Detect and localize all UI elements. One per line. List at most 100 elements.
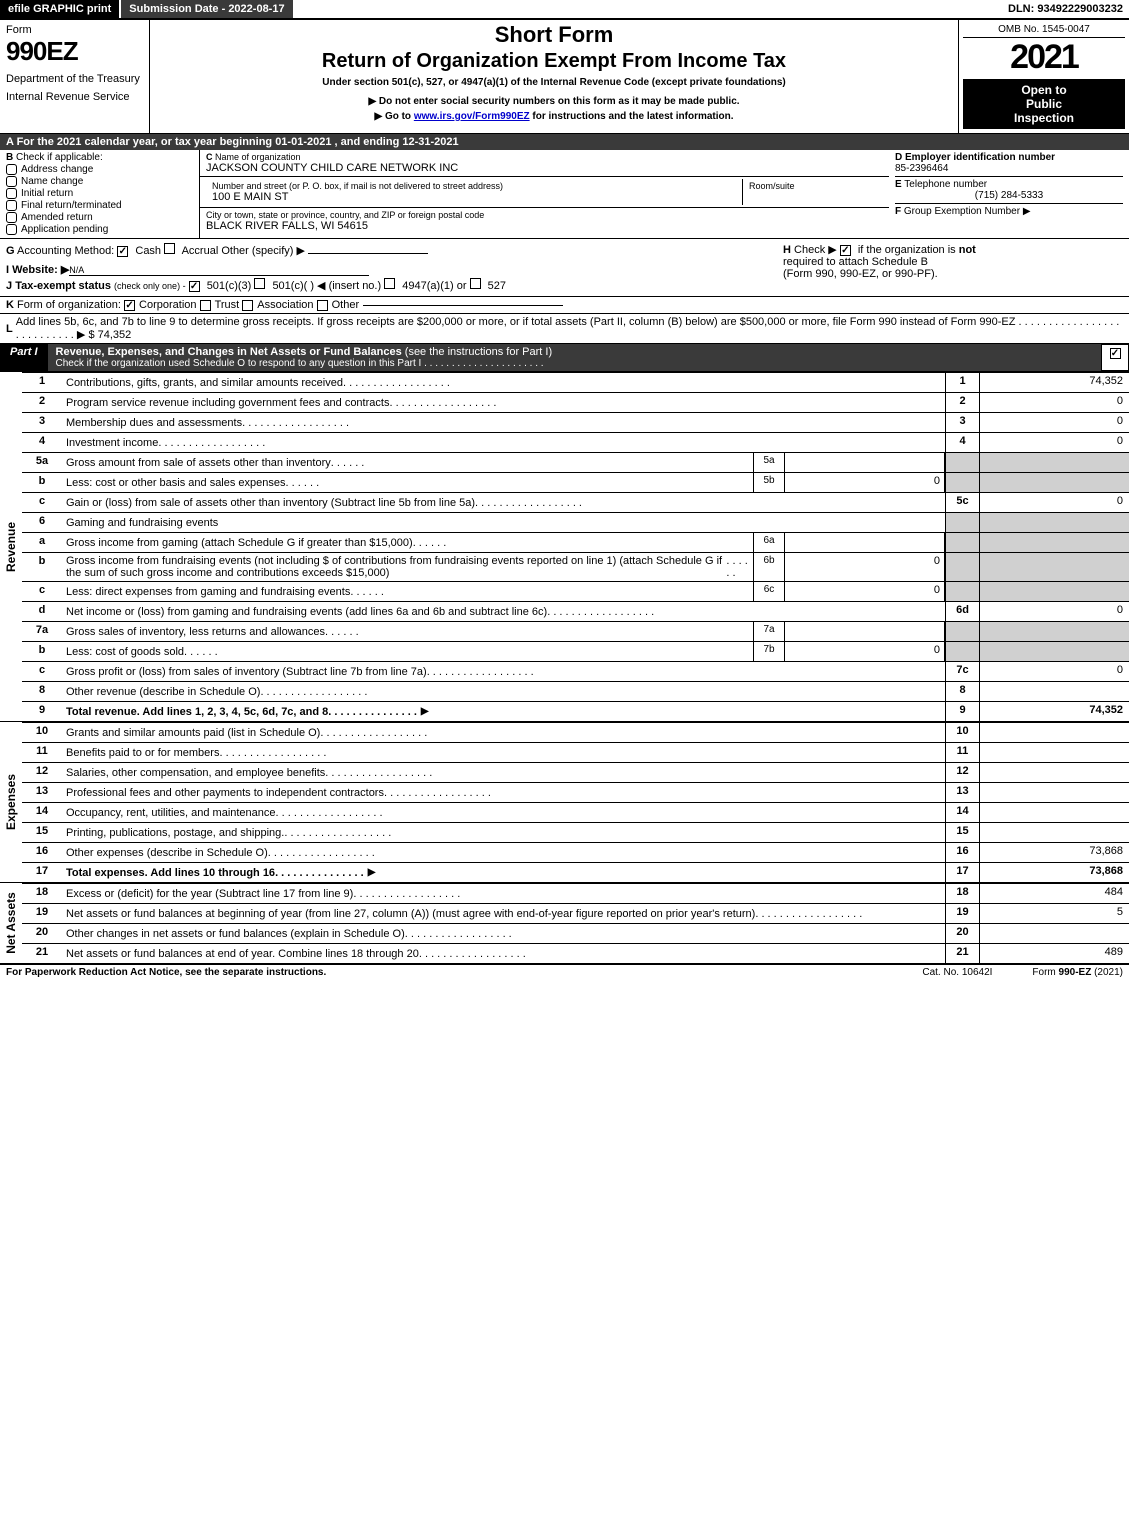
chk-final-return[interactable] — [6, 200, 17, 211]
line-number: 1 — [22, 373, 62, 392]
table-row: 2Program service revenue including gover… — [22, 392, 1129, 412]
amount-cell — [979, 924, 1129, 943]
street-value: 100 E MAIN ST — [212, 191, 736, 203]
tax-year: 2021 — [963, 38, 1125, 77]
submission-date-button[interactable]: Submission Date - 2022-08-17 — [121, 0, 292, 18]
table-row: bGross income from fundraising events (n… — [22, 552, 1129, 581]
chk-application-pending[interactable] — [6, 224, 17, 235]
line-number: 8 — [22, 682, 62, 701]
line-number: d — [22, 602, 62, 621]
footer-form-post: (2021) — [1091, 967, 1123, 978]
line-description: Professional fees and other payments to … — [62, 783, 945, 802]
chk-address-change[interactable] — [6, 164, 17, 175]
chk-initial-return[interactable] — [6, 188, 17, 199]
line-number: 11 — [22, 743, 62, 762]
amount-cell-shaded — [979, 513, 1129, 532]
sub-line-ref: 7a — [753, 622, 785, 641]
amount-cell: 489 — [979, 944, 1129, 963]
table-row: 12Salaries, other compensation, and empl… — [22, 762, 1129, 782]
i-text: Website: ▶ — [12, 264, 69, 276]
chk-trust[interactable] — [200, 300, 211, 311]
city-label: City or town, state or province, country… — [206, 210, 883, 220]
footer-form-num: 990-EZ — [1059, 967, 1092, 978]
ref-cell: 9 — [945, 702, 979, 721]
sub-line-value: 0 — [785, 642, 945, 661]
table-row: bLess: cost or other basis and sales exp… — [22, 472, 1129, 492]
amount-cell — [979, 763, 1129, 782]
ref-cell-shaded — [945, 582, 979, 601]
dept-treasury: Department of the Treasury — [6, 73, 143, 85]
b-sublabel: Check if applicable: — [16, 152, 103, 163]
k-label: K — [6, 299, 14, 311]
revenue-section: Revenue 1Contributions, gifts, grants, a… — [0, 371, 1129, 721]
section-b-row: B Check if applicable: Address change Na… — [0, 150, 1129, 239]
line-description: Occupancy, rent, utilities, and maintena… — [62, 803, 945, 822]
ref-cell-shaded — [945, 453, 979, 472]
goto-prefix: ▶ Go to — [374, 111, 413, 122]
irs-link[interactable]: www.irs.gov/Form990EZ — [414, 111, 530, 122]
ref-cell: 6d — [945, 602, 979, 621]
header-center-col: Short Form Return of Organization Exempt… — [150, 20, 959, 133]
title-short-form: Short Form — [156, 22, 952, 48]
lbl-other-org: Other — [332, 299, 360, 311]
table-row: 18Excess or (deficit) for the year (Subt… — [22, 883, 1129, 903]
arrow-icon: ▶ — [421, 706, 429, 717]
other-org-input[interactable] — [363, 305, 563, 306]
line-description: Gross income from gaming (attach Schedul… — [62, 533, 753, 552]
amount-cell-shaded — [979, 533, 1129, 552]
header-left-col: Form 990EZ Department of the Treasury In… — [0, 20, 150, 133]
chk-501c[interactable] — [254, 278, 265, 289]
open-public-box: Open to Public Inspection — [963, 79, 1125, 129]
table-row: 6Gaming and fundraising events — [22, 512, 1129, 532]
sub-line-ref: 7b — [753, 642, 785, 661]
ref-cell: 18 — [945, 884, 979, 903]
sub-line-value: 0 — [785, 473, 945, 492]
chk-name-change[interactable] — [6, 176, 17, 187]
lbl-initial-return: Initial return — [21, 188, 73, 199]
line-description: Printing, publications, postage, and shi… — [62, 823, 945, 842]
ein-value: 85-2396464 — [895, 163, 1123, 174]
line-description: Less: cost or other basis and sales expe… — [62, 473, 753, 492]
line-number: 18 — [22, 884, 62, 903]
amount-cell — [979, 803, 1129, 822]
chk-schedule-b[interactable] — [840, 245, 851, 256]
ref-cell: 19 — [945, 904, 979, 923]
phone-value: (715) 284-5333 — [895, 190, 1123, 201]
line-description: Other changes in net assets or fund bala… — [62, 924, 945, 943]
h-not: not — [959, 244, 976, 256]
chk-cash[interactable] — [117, 246, 128, 257]
h-text4: (Form 990, 990-EZ, or 990-PF). — [783, 268, 1123, 280]
other-method-input[interactable] — [308, 253, 428, 254]
chk-527[interactable] — [470, 278, 481, 289]
lbl-accrual: Accrual — [182, 245, 219, 257]
lbl-address-change: Address change — [21, 164, 93, 175]
chk-amended-return[interactable] — [6, 212, 17, 223]
chk-other-org[interactable] — [317, 300, 328, 311]
ref-cell: 14 — [945, 803, 979, 822]
open-line1: Open to — [967, 83, 1121, 97]
org-name: JACKSON COUNTY CHILD CARE NETWORK INC — [206, 162, 883, 174]
sub-line-value: 0 — [785, 582, 945, 601]
h-text3: required to attach Schedule B — [783, 256, 1123, 268]
chk-4947[interactable] — [384, 278, 395, 289]
amount-cell-shaded — [979, 473, 1129, 492]
lbl-trust: Trust — [215, 299, 240, 311]
line-number: 17 — [22, 863, 62, 882]
table-row: cLess: direct expenses from gaming and f… — [22, 581, 1129, 601]
page-footer: For Paperwork Reduction Act Notice, see … — [0, 964, 1129, 980]
line-number: 19 — [22, 904, 62, 923]
sub-line-value — [785, 453, 945, 472]
gross-receipts-value: 74,352 — [98, 329, 132, 341]
chk-association[interactable] — [242, 300, 253, 311]
i-label: I — [6, 264, 9, 276]
chk-corporation[interactable] — [124, 300, 135, 311]
line-number: 14 — [22, 803, 62, 822]
chk-501c3[interactable] — [189, 281, 200, 292]
efile-print-button[interactable]: efile GRAPHIC print — [0, 0, 119, 18]
line-description: Membership dues and assessments . . . . … — [62, 413, 945, 432]
chk-accrual[interactable] — [164, 243, 175, 254]
amount-cell-shaded — [979, 582, 1129, 601]
note-goto: ▶ Go to www.irs.gov/Form990EZ for instru… — [156, 111, 952, 122]
part-1-checkbox[interactable] — [1101, 344, 1129, 371]
line-l: L Add lines 5b, 6c, and 7b to line 9 to … — [0, 314, 1129, 344]
